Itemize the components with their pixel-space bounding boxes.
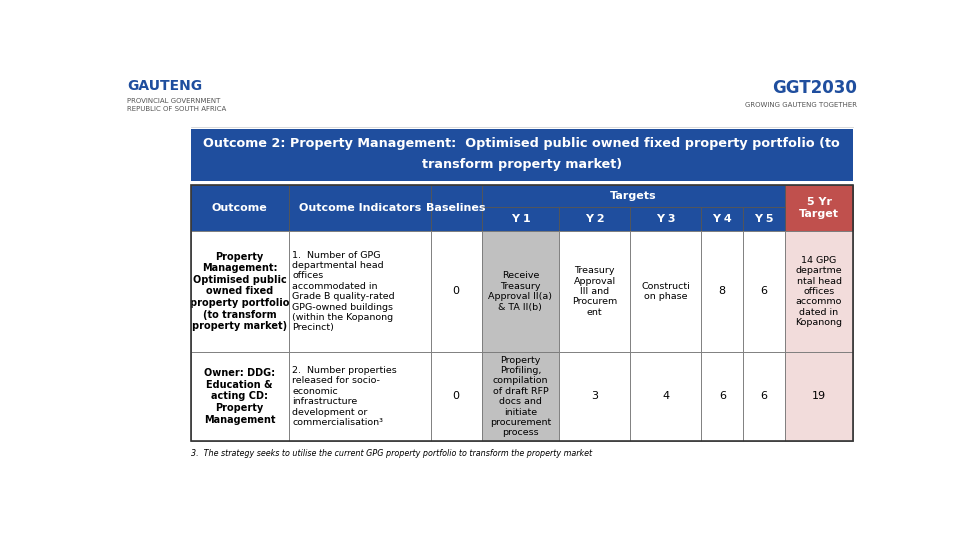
Text: 8: 8 [719,286,726,296]
Text: Baselines: Baselines [426,203,486,213]
Text: Y 4: Y 4 [712,214,732,224]
Text: 0: 0 [453,392,460,401]
Bar [702,352,743,441]
Bar [191,352,289,441]
Text: Y 5: Y 5 [755,214,774,224]
Text: Treasury
Approval
III and
Procurem
ent: Treasury Approval III and Procurem ent [572,266,617,317]
Bar [702,231,743,352]
Text: PROVINCIAL GOVERNMENT: PROVINCIAL GOVERNMENT [128,98,221,104]
Text: 14 GPG
departme
ntal head
offices
accommo
dated in
Kopanong: 14 GPG departme ntal head offices accomm… [796,256,843,327]
Text: GROWING GAUTENG TOGETHER: GROWING GAUTENG TOGETHER [745,102,856,108]
Text: 6: 6 [760,286,768,296]
Bar [289,352,431,441]
Text: Outcome 2: Property Management:  Optimised public owned fixed property portfolio: Outcome 2: Property Management: Optimise… [204,137,840,150]
Bar [631,231,702,352]
Bar [431,352,482,441]
Text: Y 1: Y 1 [511,214,530,224]
Text: 0: 0 [453,286,460,296]
Bar [631,352,702,441]
Text: Targets: Targets [610,191,657,201]
Bar [560,207,631,231]
Bar [743,231,785,352]
Text: Owner: DDG:
Education &
acting CD:
Property
Management: Owner: DDG: Education & acting CD: Prope… [204,368,276,424]
Text: 1.  Number of GPG
departmental head
offices
accommodated in
Grade B quality-rate: 1. Number of GPG departmental head offic… [293,251,396,332]
Text: Receive
Treasury
Approval II(a)
& TA II(b): Receive Treasury Approval II(a) & TA II(… [489,271,552,312]
Text: 19: 19 [812,392,827,401]
Bar [482,231,560,352]
Text: Outcome: Outcome [212,203,268,213]
Bar [702,207,743,231]
Bar [482,207,560,231]
Text: Constructi
on phase: Constructi on phase [641,282,690,301]
Bar [785,231,852,352]
Text: 3: 3 [591,392,598,401]
Text: GAUTENG: GAUTENG [128,79,203,93]
Text: 5 Yr
Target: 5 Yr Target [799,198,839,219]
Bar [482,352,560,441]
Text: Property
Management:
Optimised public
owned fixed
property portfolio
(to transfo: Property Management: Optimised public ow… [190,252,289,331]
Text: 6: 6 [719,392,726,401]
Bar [289,231,431,352]
Text: Y 3: Y 3 [656,214,676,224]
Text: Y 2: Y 2 [585,214,605,224]
Bar [191,185,289,231]
Text: 2.  Number properties
released for socio-
economic
infrastructure
development or: 2. Number properties released for socio-… [293,366,397,427]
Text: REPUBLIC OF SOUTH AFRICA: REPUBLIC OF SOUTH AFRICA [128,106,227,112]
Text: Property
Profiling,
compilation
of draft RFP
docs and
initiate
procurement
proce: Property Profiling, compilation of draft… [490,355,551,437]
Bar [431,231,482,352]
Bar [289,185,431,231]
Text: 6: 6 [760,392,768,401]
Bar [482,185,785,207]
Bar [431,185,482,231]
Bar [191,231,289,352]
Bar [560,231,631,352]
Bar [743,352,785,441]
Text: 3.  The strategy seeks to utilise the current GPG property portfolio to transfor: 3. The strategy seeks to utilise the cur… [191,449,591,458]
Text: GGT2030: GGT2030 [772,79,856,97]
Text: transform property market): transform property market) [421,158,622,171]
Text: 4: 4 [662,392,669,401]
Bar [191,185,852,441]
Bar [191,129,852,181]
Text: Outcome Indicators: Outcome Indicators [299,203,420,213]
Bar [785,185,852,231]
Bar [560,352,631,441]
Bar [631,207,702,231]
Bar [785,352,852,441]
Bar [743,207,785,231]
